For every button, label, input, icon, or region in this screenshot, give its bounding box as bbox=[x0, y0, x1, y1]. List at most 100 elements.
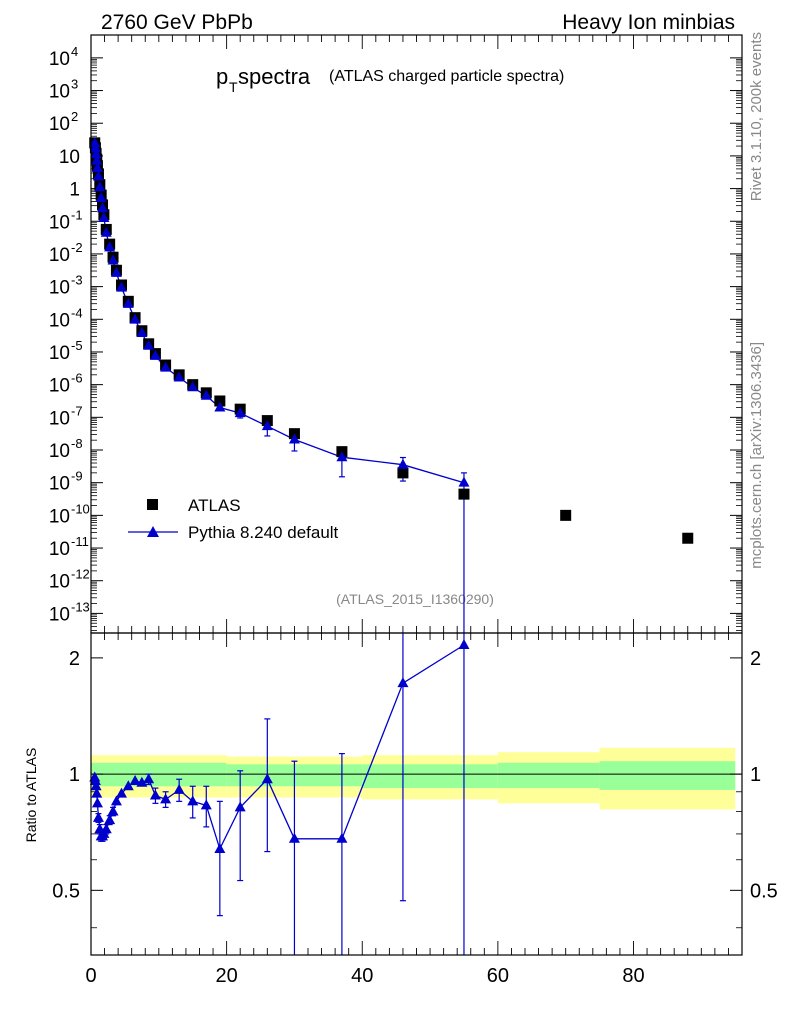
mc-series-line bbox=[94, 143, 465, 484]
main-y-tick-label: 10 bbox=[49, 245, 70, 266]
main-y-tick-label: 10 bbox=[49, 408, 70, 429]
mc-point bbox=[149, 349, 161, 360]
main-y-tick-label: 10 bbox=[49, 572, 70, 593]
ratio-panel: 0.5 0.5 1 1 2 2 0 20 40 60 80 bbox=[52, 632, 778, 987]
data-point bbox=[560, 509, 572, 521]
ratio-inner-band bbox=[362, 764, 498, 789]
ratio-y-axis: 0.5 0.5 1 1 2 2 bbox=[52, 648, 778, 929]
ratio-x-axis: 0 20 40 60 80 bbox=[85, 633, 729, 987]
x-tick-label: 0 bbox=[85, 965, 96, 987]
mc-point bbox=[107, 254, 119, 265]
mc-point bbox=[160, 361, 172, 372]
mcplots-label: mcplots.cern.ch [arXiv:1306.3436] bbox=[748, 342, 765, 569]
mc-point bbox=[200, 389, 212, 400]
main-y-tick-label: 10 bbox=[49, 310, 70, 331]
ratio-y-tick-label: 0.5 bbox=[52, 880, 80, 902]
legend: ATLAS Pythia 8.240 default bbox=[128, 496, 339, 542]
main-y-tick-label: 10 bbox=[49, 114, 70, 135]
mc-point bbox=[91, 161, 103, 172]
ratio-point bbox=[104, 814, 116, 825]
ratio-frame bbox=[90, 632, 743, 956]
main-y-tick-exponent: -2 bbox=[71, 240, 83, 255]
mc-point bbox=[214, 401, 226, 412]
main-y-tick-exponent: -4 bbox=[71, 305, 83, 320]
main-y-tick-label: 10 bbox=[49, 604, 70, 625]
mc-point bbox=[397, 458, 409, 469]
mc-point bbox=[110, 266, 122, 277]
mc-point bbox=[261, 420, 273, 431]
main-y-tick-label: 10 bbox=[49, 49, 70, 70]
ratio-point bbox=[90, 780, 102, 791]
ratio-uncertainty-bands bbox=[91, 747, 736, 810]
mc-point bbox=[91, 154, 103, 165]
mc-point bbox=[288, 433, 300, 444]
plot-title: p T spectra (ATLAS charged particle spec… bbox=[216, 64, 564, 95]
main-y-tick-label: 10 bbox=[49, 539, 70, 560]
ratio-point bbox=[91, 787, 103, 798]
main-x-ticks bbox=[90, 35, 729, 633]
ratio-series-line bbox=[94, 644, 465, 851]
main-y-tick-label: 10 bbox=[49, 278, 70, 299]
main-y-tick-exponent: -11 bbox=[71, 534, 89, 549]
ratio-y-tick-label-right: 0.5 bbox=[750, 880, 778, 902]
ratio-y-tick-label-right: 2 bbox=[750, 648, 761, 670]
ratio-point bbox=[173, 783, 185, 794]
ratio-point bbox=[200, 799, 212, 810]
ratio-inner-band bbox=[599, 761, 736, 790]
ratio-y-axis-label: Ratio to ATLAS bbox=[23, 748, 39, 843]
ratio-y-tick-label: 2 bbox=[69, 648, 80, 670]
title-detail: (ATLAS charged particle spectra) bbox=[329, 68, 564, 85]
mc-point bbox=[116, 281, 128, 292]
mc-error-bars bbox=[94, 142, 467, 633]
x-tick-label: 20 bbox=[216, 965, 238, 987]
main-y-tick-exponent: 3 bbox=[71, 77, 78, 92]
x-tick-label: 40 bbox=[351, 965, 373, 987]
main-y-tick-exponent: -3 bbox=[71, 273, 83, 288]
ratio-point bbox=[143, 773, 155, 784]
ratio-point bbox=[107, 805, 119, 816]
data-point bbox=[397, 467, 409, 479]
mc-point bbox=[458, 476, 470, 487]
main-y-tick-label: 10 bbox=[59, 147, 80, 168]
mc-point bbox=[143, 339, 155, 350]
ratio-point bbox=[288, 832, 300, 843]
ratio-point bbox=[160, 793, 172, 804]
main-y-tick-label: 10 bbox=[49, 212, 70, 233]
mc-point bbox=[100, 226, 112, 237]
mc-point bbox=[187, 381, 199, 392]
ratio-point bbox=[187, 795, 199, 806]
mc-point bbox=[89, 137, 101, 148]
ratio-point bbox=[214, 842, 226, 853]
main-y-tick-exponent: -13 bbox=[71, 599, 90, 614]
mc-point bbox=[95, 192, 107, 203]
x-tick-label: 80 bbox=[622, 965, 644, 987]
analysis-id-label: (ATLAS_2015_I1360290) bbox=[336, 591, 494, 607]
mc-point bbox=[94, 181, 106, 192]
mc-point bbox=[90, 148, 102, 159]
mc-point bbox=[92, 170, 104, 181]
x-tick-label: 60 bbox=[487, 965, 509, 987]
ratio-point bbox=[100, 823, 112, 834]
main-frame bbox=[90, 34, 743, 634]
mc-point bbox=[234, 407, 246, 418]
mc-point bbox=[97, 202, 109, 213]
ratio-point bbox=[261, 773, 273, 784]
ratio-point bbox=[136, 776, 148, 787]
ratio-inner-band bbox=[497, 762, 600, 789]
main-y-tick-exponent: -10 bbox=[71, 501, 90, 516]
main-y-tick-label: 1 bbox=[69, 180, 80, 201]
ratio-point bbox=[234, 801, 246, 812]
main-y-tick-label: 10 bbox=[49, 441, 70, 462]
mc-point bbox=[89, 142, 101, 153]
header-right: Heavy Ion minbias bbox=[562, 11, 735, 34]
title-sub: T bbox=[229, 79, 238, 95]
main-y-tick-exponent: 4 bbox=[71, 44, 78, 59]
legend-mc-label: Pythia 8.240 default bbox=[188, 523, 339, 542]
ratio-point bbox=[149, 789, 161, 800]
ratio-y-tick-label-right: 1 bbox=[750, 764, 761, 786]
ratio-point bbox=[116, 787, 128, 798]
title-rest: spectra bbox=[238, 64, 311, 89]
main-y-tick-label: 10 bbox=[49, 376, 70, 397]
